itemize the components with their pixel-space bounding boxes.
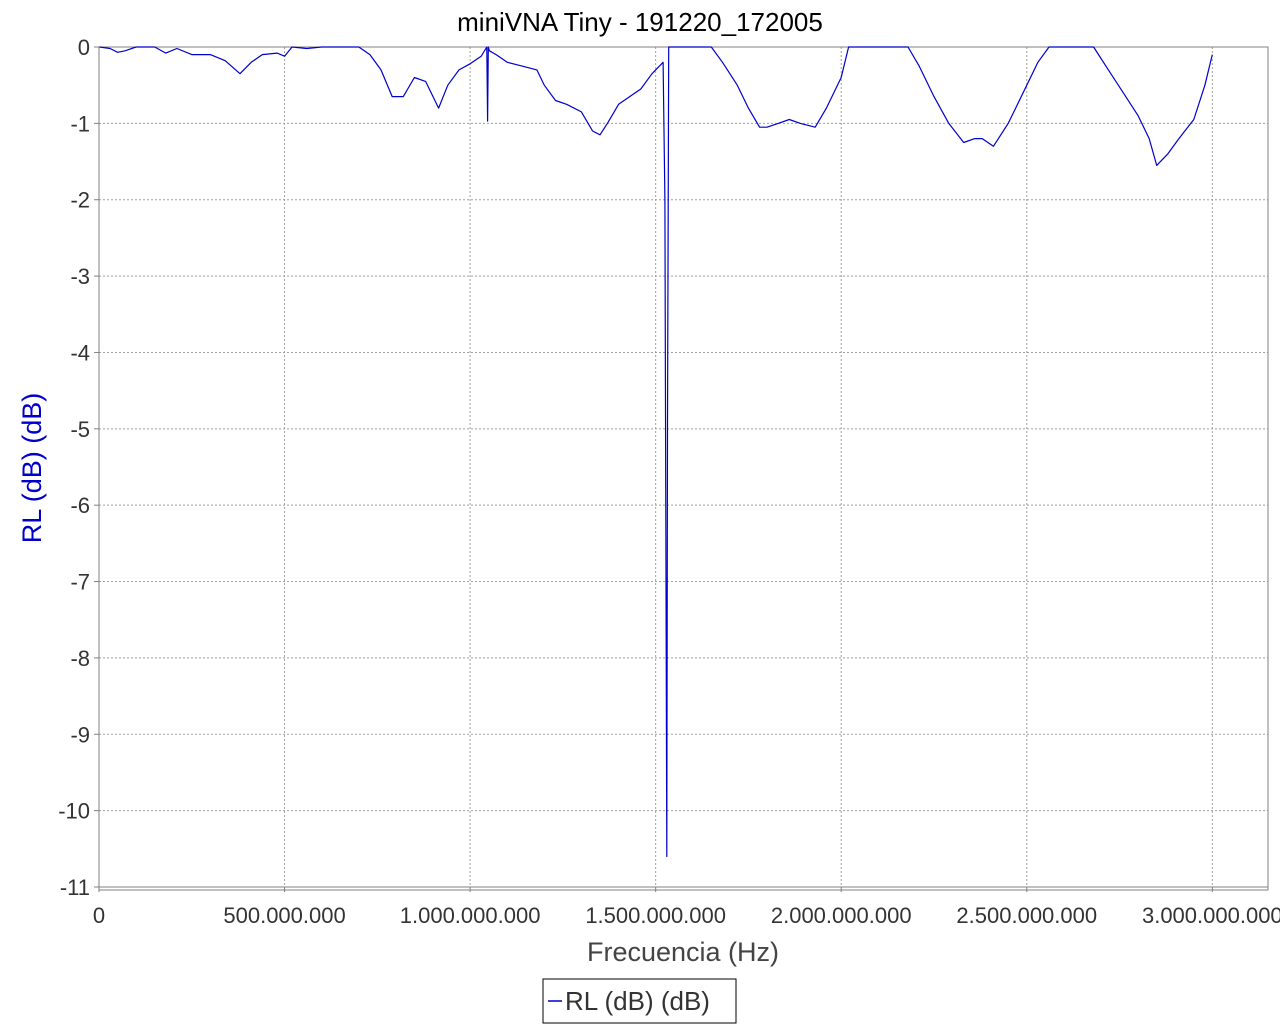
- chart-title: miniVNA Tiny - 191220_172005: [457, 7, 823, 37]
- y-tick-label: -11: [60, 875, 90, 900]
- x-tick-label: 1.500.000.000: [585, 903, 726, 928]
- x-axis-tick-labels: 0 500.000.000 1.000.000.000 1.500.000.000 2.…: [93, 903, 1280, 928]
- legend-label: RL (dB) (dB): [565, 986, 710, 1016]
- x-tick-label: 0: [93, 903, 105, 928]
- series-layer: [99, 46, 1213, 858]
- y-tick-label: -10: [58, 799, 90, 824]
- y-tick-label: -8: [70, 646, 90, 671]
- y-tick-label: -4: [70, 340, 90, 365]
- y-tick-label: -2: [70, 188, 90, 213]
- x-tick-label: 2.500.000.000: [956, 903, 1097, 928]
- x-tick-label: 1.000.000.000: [400, 903, 541, 928]
- y-tick-label: -3: [70, 264, 90, 289]
- legend-box: [542, 978, 737, 1024]
- x-tick-label: 500.000.000: [223, 903, 345, 928]
- y-tick-label: -6: [70, 493, 90, 518]
- y-tick-label: -5: [70, 417, 90, 442]
- x-tick-label: 3.000.000.000: [1142, 903, 1280, 928]
- y-tick-label: 0: [78, 35, 90, 60]
- grid-lines: [99, 47, 1268, 887]
- y-tick-label: -9: [70, 722, 90, 747]
- y-axis-tick-labels: 0 -1 -2 -3 -4 -5 -6 -7 -8 -9 -10 -11: [58, 35, 90, 900]
- axis-ticks: [94, 46, 1213, 892]
- y-tick-label: -7: [70, 570, 90, 595]
- legend: RL (dB) (dB): [542, 978, 737, 1024]
- y-axis-label: RL (dB) (dB): [17, 393, 47, 544]
- x-axis-label: Frecuencia (Hz): [587, 937, 779, 967]
- x-tick-label: 2.000.000.000: [771, 903, 912, 928]
- series-line-rl: [99, 46, 1213, 858]
- y-tick-label: -1: [70, 111, 90, 136]
